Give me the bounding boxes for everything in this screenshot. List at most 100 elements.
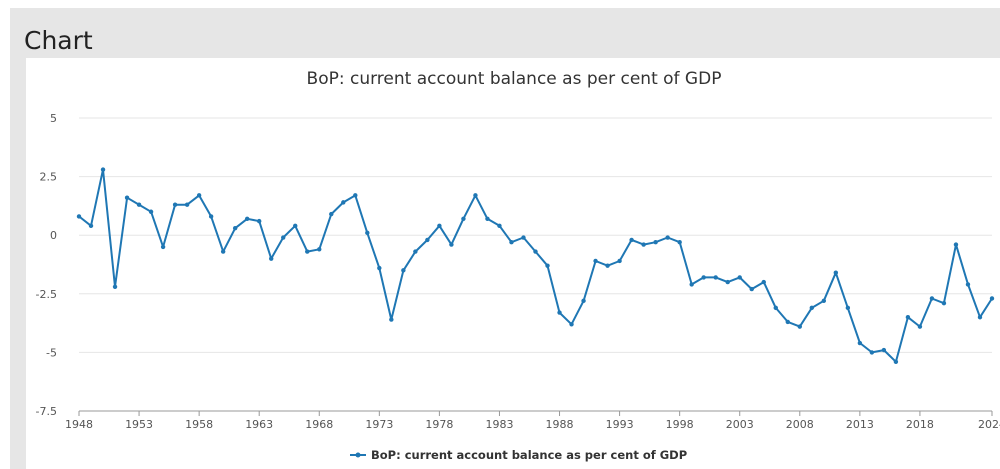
panel-title: Chart — [24, 26, 93, 55]
x-tick-label: 2018 — [906, 418, 934, 431]
data-point[interactable] — [749, 286, 754, 292]
data-point[interactable] — [124, 195, 130, 200]
data-point[interactable] — [208, 214, 214, 219]
data-point[interactable] — [497, 223, 502, 229]
data-point[interactable] — [425, 237, 430, 243]
data-point[interactable] — [148, 209, 154, 214]
data-point[interactable] — [653, 240, 658, 245]
data-point[interactable] — [701, 275, 706, 280]
data-point[interactable] — [569, 322, 574, 327]
y-tick-label: -2.5 — [36, 288, 57, 301]
data-point[interactable] — [881, 347, 887, 353]
data-point[interactable] — [413, 249, 418, 254]
data-point[interactable] — [136, 202, 142, 207]
series-line — [78, 168, 993, 363]
data-point[interactable] — [785, 319, 790, 325]
x-tick-label: 1963 — [245, 418, 273, 431]
data-point[interactable] — [389, 317, 394, 322]
data-point[interactable] — [244, 216, 250, 221]
data-point[interactable] — [329, 211, 334, 217]
legend-point-marker — [355, 452, 361, 458]
data-point[interactable] — [461, 216, 466, 221]
data-point[interactable] — [557, 310, 562, 315]
chart-area: BoP: current account balance as per cent… — [26, 58, 1000, 469]
data-point[interactable] — [473, 193, 478, 198]
data-point[interactable] — [833, 270, 839, 275]
data-point[interactable] — [401, 268, 406, 273]
data-point[interactable] — [449, 242, 454, 247]
data-point[interactable] — [809, 305, 815, 311]
data-point[interactable] — [641, 242, 646, 247]
data-point[interactable] — [893, 359, 899, 364]
x-tick-label: 1953 — [125, 418, 153, 431]
line-chart: BoP: current account balance as per cent… — [36, 69, 1000, 462]
data-point[interactable] — [713, 275, 718, 280]
data-point[interactable] — [617, 258, 622, 264]
data-point[interactable] — [773, 305, 778, 311]
data-point[interactable] — [76, 214, 82, 219]
data-point[interactable] — [437, 223, 442, 229]
data-point[interactable] — [100, 167, 106, 172]
data-point[interactable] — [305, 249, 310, 254]
data-point[interactable] — [256, 218, 262, 224]
data-point[interactable] — [545, 263, 550, 268]
data-point[interactable] — [965, 282, 971, 287]
data-point[interactable] — [232, 225, 238, 231]
data-point[interactable] — [281, 235, 286, 240]
data-point[interactable] — [509, 240, 514, 245]
data-point[interactable] — [269, 256, 274, 261]
data-point[interactable] — [917, 324, 923, 329]
data-point[interactable] — [605, 263, 610, 268]
data-point[interactable] — [689, 282, 694, 287]
data-point[interactable] — [533, 249, 538, 254]
legend[interactable]: BoP: current account balance as per cent… — [350, 448, 687, 462]
data-point[interactable] — [485, 216, 490, 221]
data-point[interactable] — [737, 275, 742, 280]
chart-panel: Chart BoP: current account balance as pe… — [10, 8, 1000, 469]
legend-label: BoP: current account balance as per cent… — [371, 448, 687, 462]
x-tick-label: 1973 — [365, 418, 393, 431]
x-tick-label: 2003 — [726, 418, 754, 431]
data-point[interactable] — [629, 237, 634, 243]
data-point[interactable] — [196, 193, 202, 198]
x-tick-label: 1968 — [305, 418, 333, 431]
data-point[interactable] — [293, 223, 298, 229]
data-point[interactable] — [521, 235, 526, 240]
data-point[interactable] — [857, 340, 863, 346]
data-point[interactable] — [172, 202, 178, 207]
data-point[interactable] — [953, 242, 959, 247]
data-point[interactable] — [941, 300, 947, 306]
y-tick-label: 0 — [50, 229, 57, 242]
data-point[interactable] — [869, 350, 875, 355]
data-point[interactable] — [220, 249, 226, 254]
data-point[interactable] — [160, 244, 166, 250]
data-point[interactable] — [929, 296, 935, 301]
data-point[interactable] — [665, 235, 670, 240]
data-point[interactable] — [725, 279, 730, 285]
data-point[interactable] — [845, 305, 851, 311]
y-tick-label: 2.5 — [40, 171, 58, 184]
data-point[interactable] — [377, 265, 382, 271]
data-point[interactable] — [989, 296, 995, 301]
data-point[interactable] — [677, 240, 682, 245]
data-point[interactable] — [905, 315, 911, 320]
x-tick-label: 2008 — [786, 418, 814, 431]
data-point[interactable] — [581, 298, 586, 304]
x-tick-label: 1983 — [485, 418, 513, 431]
data-point[interactable] — [112, 284, 118, 289]
x-tick-label: 1978 — [425, 418, 453, 431]
data-point[interactable] — [977, 315, 983, 320]
data-point[interactable] — [353, 193, 358, 198]
data-point[interactable] — [821, 298, 827, 304]
data-point[interactable] — [184, 202, 190, 207]
data-point[interactable] — [797, 324, 802, 329]
chart-title: BoP: current account balance as per cent… — [307, 69, 722, 89]
data-point[interactable] — [341, 200, 346, 205]
x-tick-label: 2024 — [978, 418, 1000, 431]
data-point[interactable] — [317, 247, 322, 252]
x-tick-label: 2013 — [846, 418, 874, 431]
data-point[interactable] — [365, 230, 370, 236]
data-point[interactable] — [593, 258, 598, 264]
data-point[interactable] — [88, 223, 94, 229]
data-point[interactable] — [761, 279, 766, 285]
